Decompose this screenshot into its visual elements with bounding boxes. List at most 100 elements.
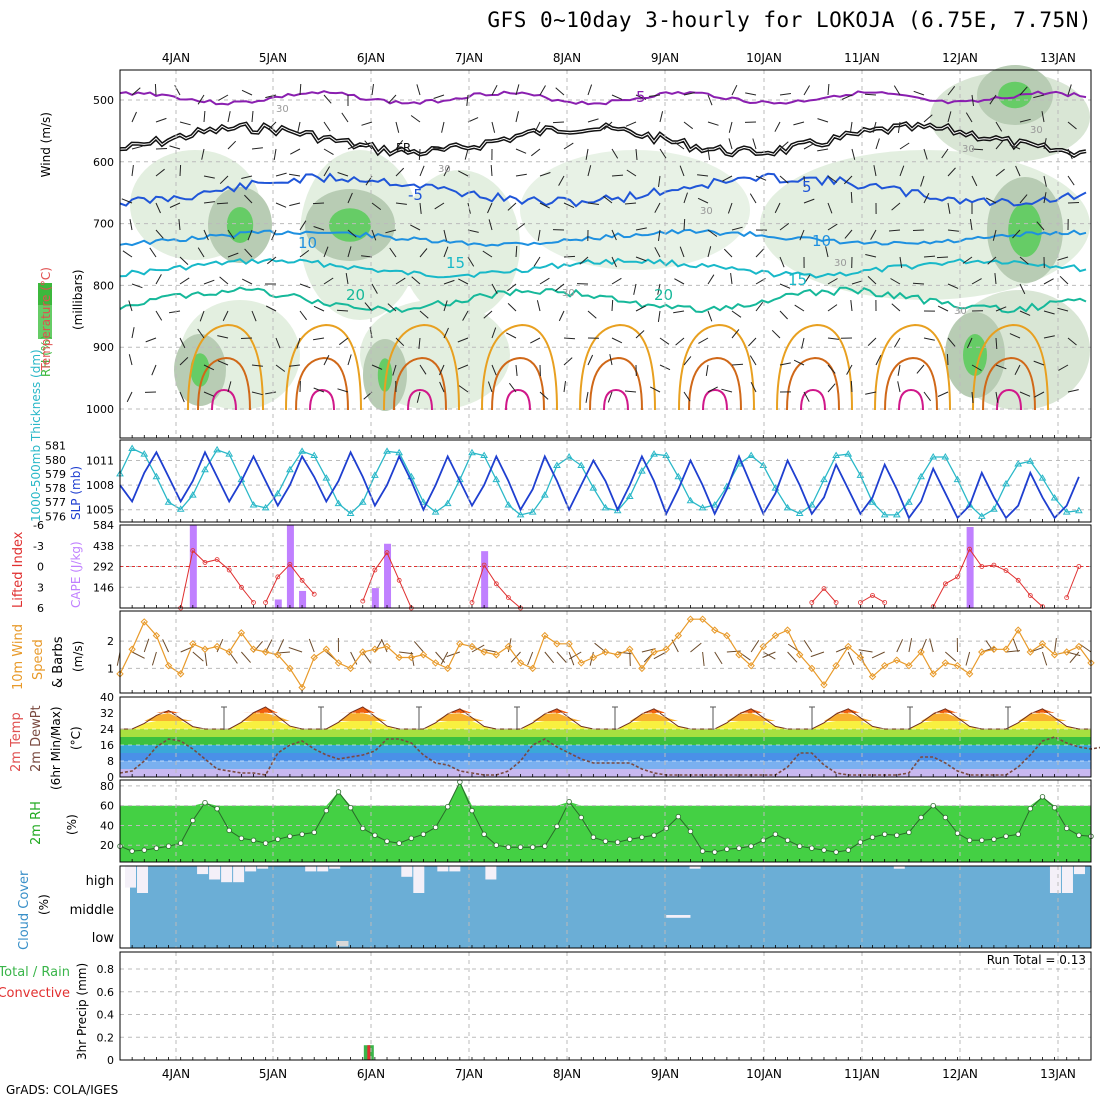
rh-point (809, 845, 815, 851)
rh-shade-moist-2 (963, 334, 987, 376)
lifted-index-line (180, 549, 254, 609)
upper-wind-barb (296, 337, 301, 349)
wind10m-barb (617, 651, 632, 655)
upper-wind-barb (864, 93, 877, 96)
bottom-date-label: 12JAN (942, 1067, 978, 1081)
upper-wind-barb (418, 148, 421, 161)
rh-point (748, 843, 754, 849)
rh-point (177, 840, 184, 846)
upper-wind-barb (624, 202, 637, 205)
wind10m-barb (288, 647, 303, 653)
isotherm-label: 15 (788, 271, 807, 289)
upper-wind-barb (1009, 333, 1021, 339)
thickness-tick-label: 579 (45, 468, 66, 481)
wind10m-barb (471, 644, 485, 653)
wind10m-barb (1069, 651, 1080, 664)
upper-wind-barb (752, 138, 757, 150)
cloud-middle-clear (666, 915, 691, 918)
wind10m-point (698, 615, 707, 623)
thickness-tick-label: 578 (45, 482, 66, 495)
wind10m-point (128, 645, 136, 653)
upper-wind-barb (841, 94, 853, 100)
rh-point (869, 834, 876, 840)
upper-wind-barb (891, 202, 901, 211)
upper-wind-barb (971, 94, 974, 106)
wind-ylabel-line2: Speed (31, 639, 46, 680)
upper-wind-barb (1057, 256, 1069, 261)
wind10m-barb (544, 651, 555, 664)
cloud-high-clear (1061, 866, 1073, 893)
cloud-high-clear (317, 866, 329, 872)
upper-wind-barb (659, 148, 667, 159)
thickness-point (905, 498, 913, 505)
upper-wind-barb (888, 229, 901, 232)
cape-bar (371, 588, 379, 608)
upper-wind-barb (563, 381, 566, 393)
isotherm-label: 10 (298, 234, 317, 252)
upper-wind-barb (491, 364, 497, 376)
rh-point (165, 843, 172, 849)
wind10m-point (237, 629, 246, 637)
upper-wind-barb (728, 138, 733, 150)
upper-wind-barb (395, 337, 405, 347)
upper-wind-barb (179, 337, 186, 349)
thickness-point (759, 461, 768, 468)
upper-wind-barb (971, 278, 982, 285)
upper-wind-barb (371, 283, 378, 294)
wind10m-point (662, 645, 670, 653)
upper-wind-barb (1067, 84, 1072, 96)
upper-wind-barb (941, 148, 949, 159)
upper-wind-barb (488, 219, 493, 231)
upper-wind-barb (697, 197, 709, 204)
wind10m-barb (143, 638, 150, 653)
upper-wind-barb (870, 229, 877, 240)
rh-point (954, 830, 961, 836)
upper-wind-barb (122, 250, 133, 258)
wind10m-point (650, 648, 658, 656)
upper-wind-barb (912, 229, 925, 231)
upper-wind-barb (865, 254, 877, 258)
bottom-date-label: 10JAN (746, 1067, 782, 1081)
rh-legend-swatch-dark (38, 283, 52, 305)
rh-point (202, 800, 208, 806)
upper-wind-barb (1014, 364, 1021, 376)
upper-wind-barb (992, 229, 997, 241)
upper-wind-barb (1019, 118, 1031, 123)
upper-wind-barb (539, 277, 550, 285)
upper-wind-barb (679, 165, 685, 177)
thickness-point (977, 512, 986, 519)
wind10m-point (456, 640, 464, 648)
upper-wind-barb (271, 229, 277, 241)
upper-wind-barb (227, 140, 237, 150)
upper-wind-barb (779, 256, 785, 268)
rh-point (578, 814, 584, 821)
precip-tick-label: 0.6 (97, 986, 115, 999)
thickness-tick-label: 576 (45, 510, 66, 523)
lifted-index-point (287, 562, 293, 567)
temperature-line (120, 706, 1091, 730)
upper-wind-barb (1067, 121, 1077, 130)
wind10m-point (589, 653, 598, 662)
upper-wind-barb (433, 147, 445, 150)
thickness-point (540, 491, 549, 498)
upper-wind-barb (128, 300, 133, 312)
upper-wind-barb (658, 229, 661, 241)
lifted-index-point (1076, 564, 1082, 569)
thickness-point (735, 460, 743, 467)
isotherm-label: 20 (654, 286, 673, 304)
cloud-high-clear (1049, 866, 1061, 893)
upper-wind-barb (395, 167, 405, 177)
upper-wind-barb (1043, 278, 1054, 285)
upper-wind-barb (851, 148, 856, 160)
isotherm-label: 20 (346, 286, 365, 304)
upper-wind-barb (827, 175, 838, 183)
isotherm-35-loop (702, 388, 728, 411)
upper-wind-barb (539, 391, 549, 400)
upper-wind-barb (155, 229, 164, 239)
dewpoint-line (119, 736, 1100, 776)
wind10m-point (711, 626, 719, 634)
upper-wind-barb (347, 229, 357, 238)
upper-wind-barb (443, 246, 449, 258)
upper-wind-barb (418, 337, 421, 349)
thickness-point (298, 447, 306, 454)
